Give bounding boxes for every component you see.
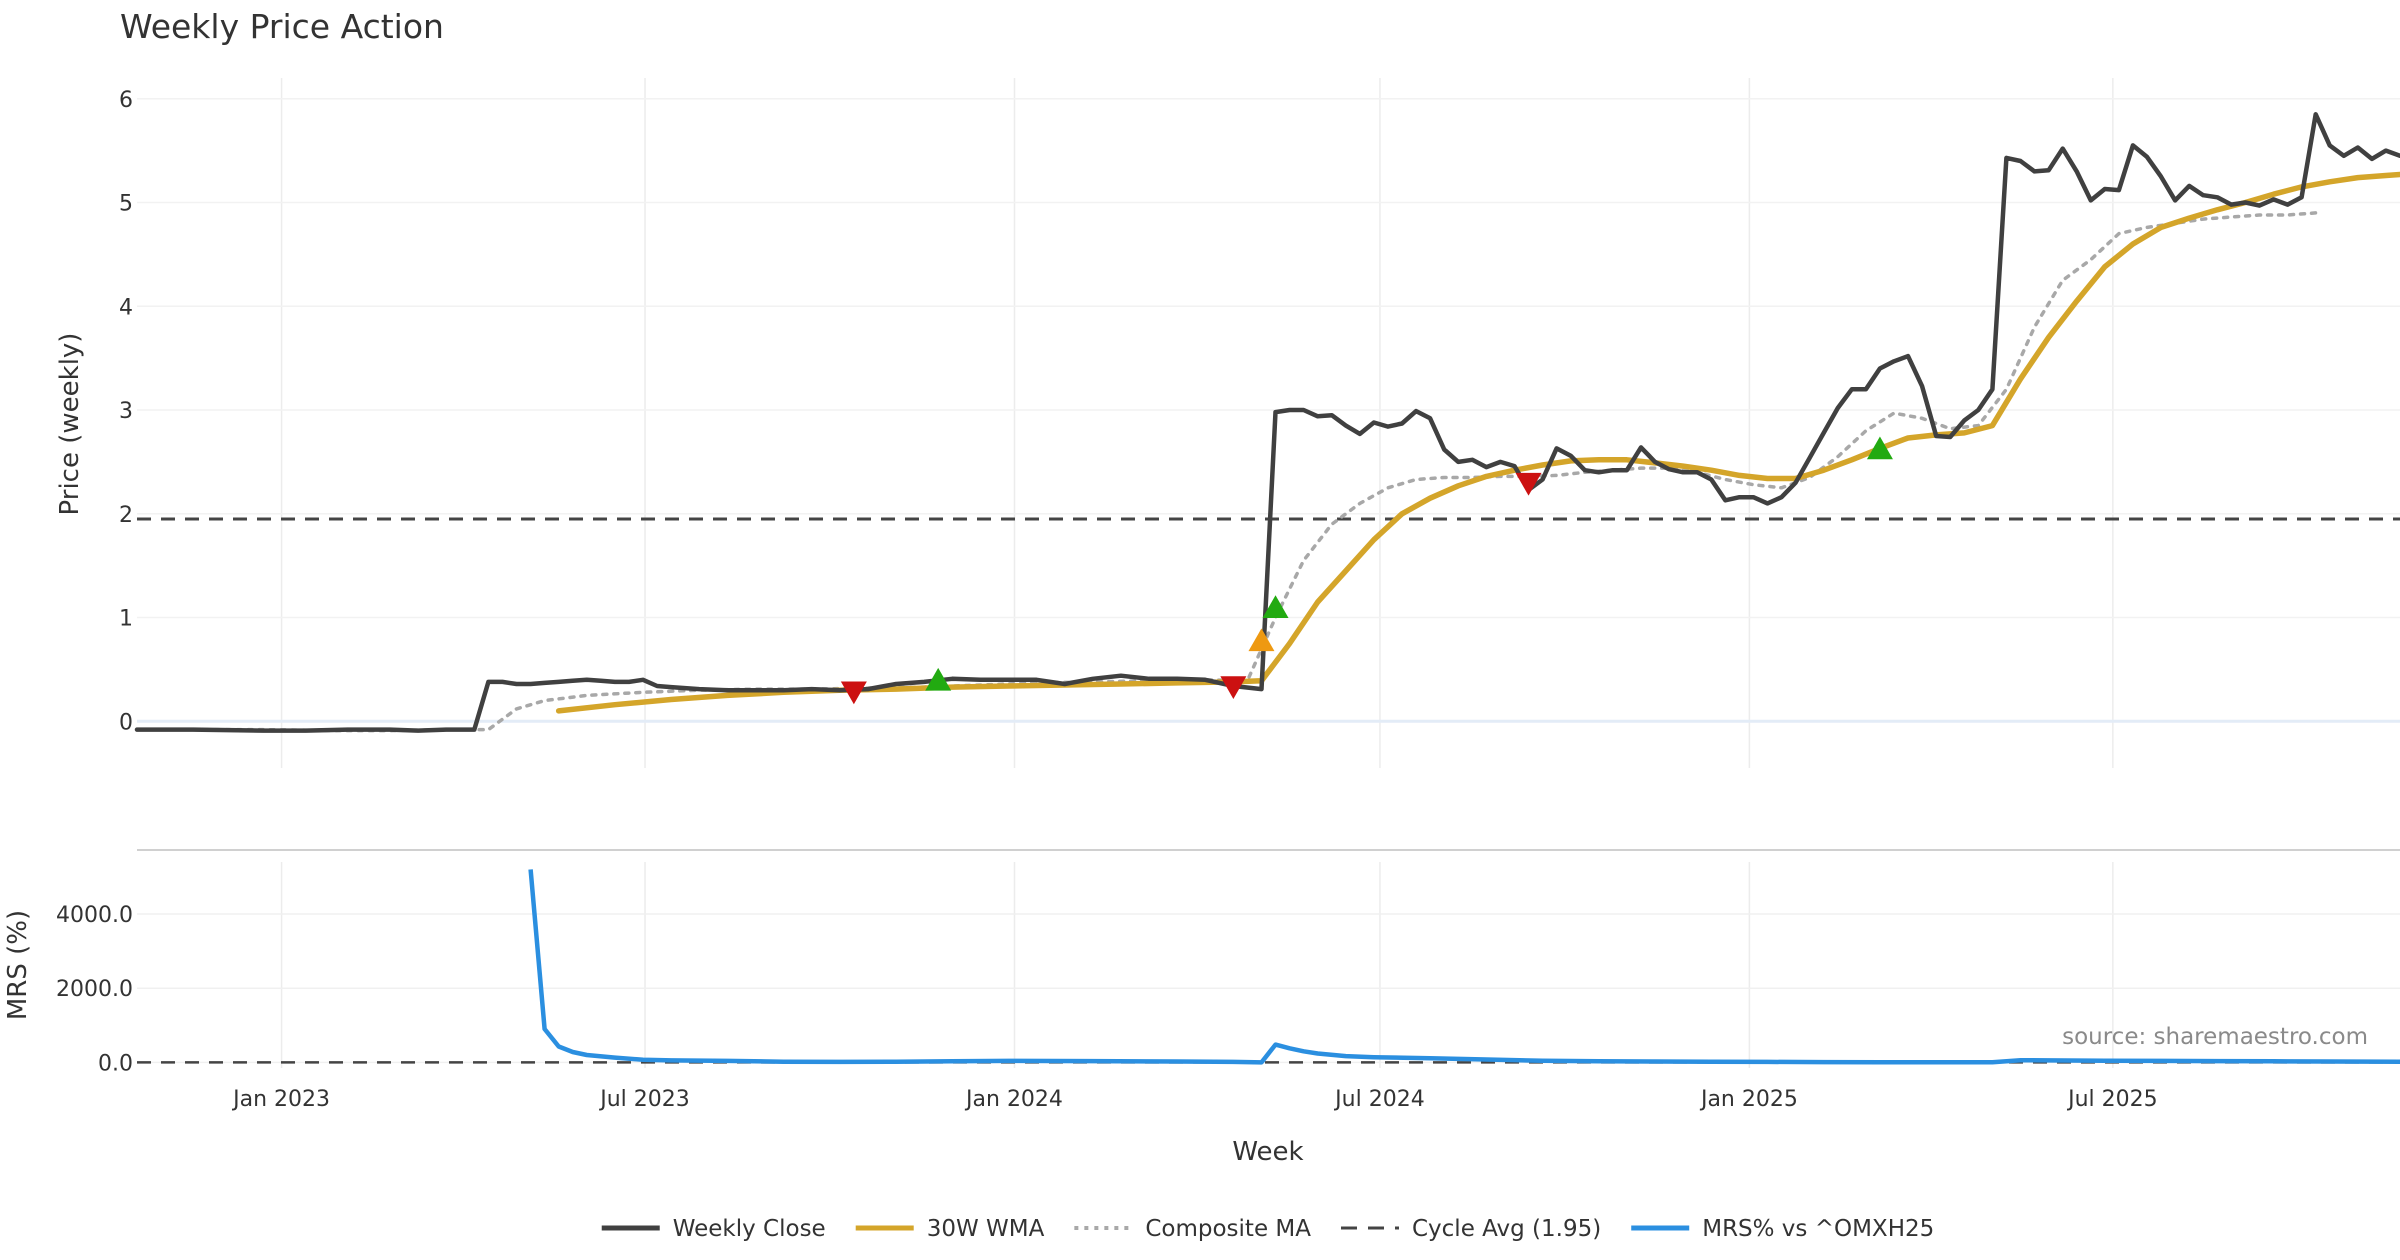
x-tick-label: Jul 2024 bbox=[1333, 1087, 1425, 1112]
buy-signal-marker bbox=[925, 667, 952, 691]
source-credit: source: sharemaestro.com bbox=[2062, 1024, 2368, 1050]
mrs-panel: 0.0 2000.0 4000.0 bbox=[56, 862, 2400, 1076]
buy-signal-marker bbox=[1262, 595, 1289, 618]
sell-signal-marker bbox=[1515, 472, 1542, 496]
price-y-tick-label: 4 bbox=[119, 295, 133, 320]
price-grid bbox=[137, 78, 2400, 768]
price-series bbox=[134, 112, 2400, 733]
price-panel: 0 1 2 3 4 5 6 bbox=[119, 78, 2400, 768]
chart-title: Weekly Price Action bbox=[120, 7, 444, 46]
legend-label: Composite MA bbox=[1145, 1216, 1311, 1242]
price-y-ticks: 0 1 2 3 4 5 6 bbox=[119, 88, 133, 736]
sell-signal-marker bbox=[1220, 676, 1247, 700]
mrs-y-tick-label: 2000.0 bbox=[56, 977, 133, 1002]
legend-label: Cycle Avg (1.95) bbox=[1412, 1216, 1601, 1242]
price-y-tick-label: 1 bbox=[119, 607, 133, 632]
series-line-weekly-close bbox=[134, 112, 2400, 733]
price-y-tick-label: 6 bbox=[119, 88, 133, 113]
series-line-30w-wma bbox=[555, 171, 2400, 714]
price-y-tick-label: 2 bbox=[119, 503, 133, 528]
mrs-y-ticks: 0.0 2000.0 4000.0 bbox=[56, 903, 133, 1076]
mrs-y-tick-label: 4000.0 bbox=[56, 903, 133, 928]
x-tick-label: Jul 2023 bbox=[598, 1087, 690, 1112]
x-tick-label: Jan 2023 bbox=[231, 1087, 330, 1112]
buy-signal-marker bbox=[1866, 436, 1893, 460]
series-line-mrs bbox=[528, 869, 2400, 1065]
x-axis-ticks: Jan 2023 Jul 2023 Jan 2024 Jul 2024 Jan 2025… bbox=[231, 1087, 2158, 1112]
x-tick-label: Jul 2025 bbox=[2066, 1087, 2158, 1112]
mrs-grid bbox=[137, 862, 2400, 1068]
legend-label: 30W WMA bbox=[927, 1216, 1045, 1242]
buy-signal-marker bbox=[1248, 628, 1275, 652]
sell-signal-marker bbox=[840, 681, 867, 705]
price-axis-title: Price (weekly) bbox=[55, 333, 85, 516]
price-y-tick-label: 5 bbox=[119, 192, 133, 217]
x-axis-title: Week bbox=[1232, 1137, 1303, 1167]
legend: Weekly Close 30W WMA Composite MA Cycle Avg… bbox=[601, 1216, 1934, 1242]
signal-markers bbox=[840, 436, 1893, 705]
legend-label: MRS% vs ^OMXH25 bbox=[1702, 1216, 1934, 1242]
x-tick-label: Jan 2025 bbox=[1699, 1087, 1798, 1112]
series-line-composite-ma bbox=[191, 211, 2318, 733]
price-y-tick-label: 0 bbox=[119, 710, 133, 735]
mrs-y-tick-label: 0.0 bbox=[98, 1051, 133, 1076]
mrs-axis-title: MRS (%) bbox=[3, 910, 33, 1020]
price-y-tick-label: 3 bbox=[119, 399, 133, 424]
x-tick-label: Jan 2024 bbox=[964, 1087, 1063, 1112]
mrs-series bbox=[528, 869, 2400, 1065]
legend-label: Weekly Close bbox=[673, 1216, 826, 1242]
